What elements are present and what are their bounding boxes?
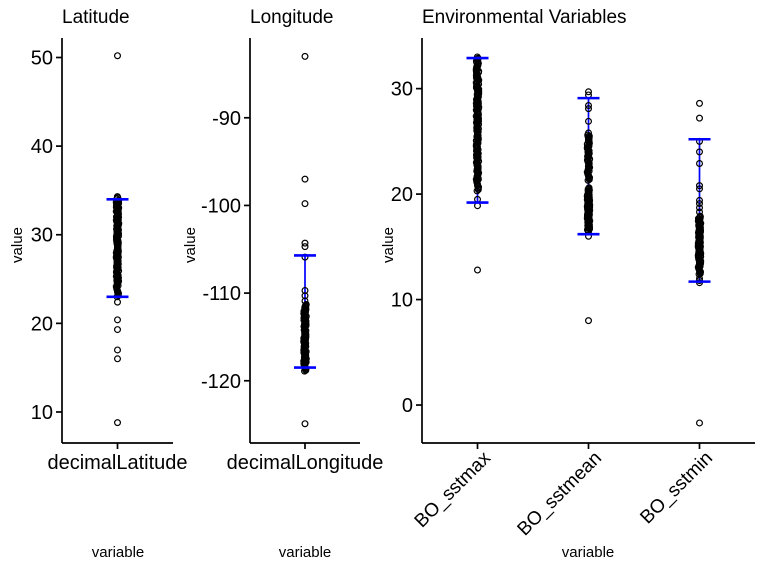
panel-title-environmental-variables: Environmental Variables: [422, 7, 627, 28]
x-axis-title-latitude: variable: [91, 544, 145, 561]
point: [301, 200, 309, 208]
x-tick-label: decimalLongitude: [227, 452, 384, 474]
y-axis-title-env: value: [380, 227, 397, 263]
point: [113, 326, 121, 334]
panel-0: 10 20 30 40 50 decimalLatitude: [31, 38, 188, 474]
x-tick-label: BO_sstmean: [514, 448, 607, 541]
point: [695, 200, 703, 208]
point: [695, 218, 703, 226]
point: [584, 117, 592, 125]
point: [695, 99, 703, 107]
point: [695, 185, 703, 193]
point: [113, 346, 121, 354]
y-tick-label: 30: [31, 225, 53, 247]
y-tick-label: 20: [31, 313, 53, 335]
point: [113, 419, 121, 427]
point: [695, 419, 703, 427]
x-tick-label: BO_sstmin: [636, 448, 717, 529]
y-tick-label: 20: [391, 184, 413, 206]
data-points-BO_sstmean: [583, 88, 594, 325]
y-axis-title-longitude: value: [182, 227, 199, 263]
point: [695, 114, 703, 122]
point: [584, 105, 592, 113]
panel-title-latitude: Latitude: [62, 7, 130, 28]
x-tick-label: BO_sstmax: [411, 447, 496, 532]
point: [115, 213, 123, 221]
panel-1: -120 -110 -100 -90 decimalLongitude: [201, 38, 383, 474]
point: [584, 88, 592, 96]
data-points-decimalLatitude: [112, 52, 123, 427]
point: [695, 204, 703, 212]
point: [113, 316, 121, 324]
point: [584, 129, 592, 137]
point: [301, 239, 309, 247]
x-axis-title-env: variable: [561, 544, 615, 561]
y-tick-label: -100: [201, 195, 241, 217]
point: [474, 59, 482, 67]
point: [301, 52, 309, 60]
point: [301, 243, 309, 251]
point: [474, 153, 482, 161]
point: [113, 355, 121, 363]
x-tick-label: decimalLatitude: [47, 452, 187, 474]
point: [301, 309, 309, 317]
point: [584, 317, 592, 325]
panel-title-longitude: Longitude: [250, 7, 334, 28]
point: [301, 297, 309, 305]
point: [302, 300, 310, 308]
point: [584, 101, 592, 109]
data-points-decimalLongitude: [300, 52, 310, 428]
y-tick-label: 40: [31, 136, 53, 158]
y-tick-label: 10: [31, 402, 53, 424]
y-tick-label: 10: [391, 290, 413, 312]
point: [695, 148, 703, 156]
data-points-BO_sstmin: [694, 99, 705, 427]
point: [695, 196, 703, 204]
y-axis-title-latitude: value: [9, 227, 26, 263]
panel-2: 0 10 20 30 BO_sstmax BO_sstmean BO_sstmin: [391, 38, 755, 540]
point: [475, 90, 483, 98]
point: [113, 298, 121, 306]
point: [301, 175, 309, 183]
point: [113, 52, 121, 60]
point: [695, 160, 703, 168]
point: [695, 208, 703, 216]
y-tick-label: -90: [212, 108, 241, 130]
point: [585, 190, 593, 198]
data-points-BO_sstmax: [472, 53, 483, 274]
point: [301, 420, 309, 428]
point: [474, 266, 482, 274]
y-tick-label: 50: [31, 47, 53, 69]
y-tick-label: -110: [202, 283, 241, 305]
x-axis-title-longitude: variable: [278, 544, 332, 561]
y-tick-label: -120: [201, 371, 241, 393]
y-tick-label: 30: [391, 79, 413, 101]
point: [695, 182, 703, 190]
y-tick-label: 0: [402, 395, 413, 417]
